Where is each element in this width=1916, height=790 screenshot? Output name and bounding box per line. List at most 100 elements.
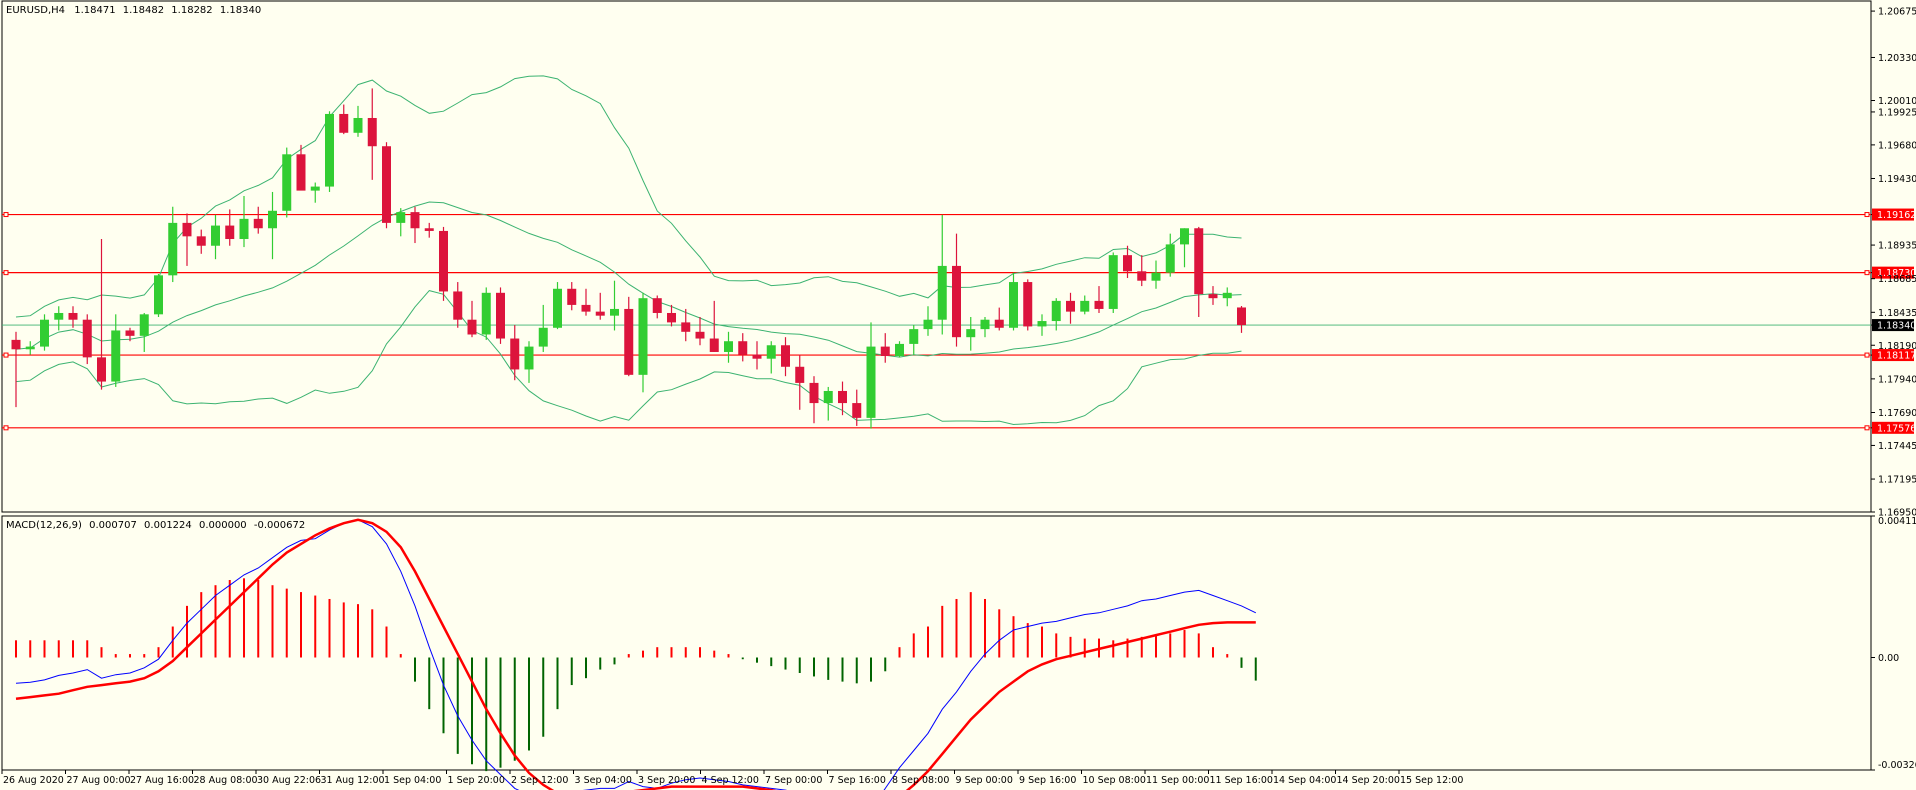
candle-body-bear <box>709 338 719 352</box>
candle-body-bull <box>396 212 406 223</box>
macd-value-1: 0.000707 <box>89 520 137 531</box>
level-anchor-left <box>3 352 9 358</box>
ohlc-open: 1.18471 <box>74 5 115 16</box>
level-anchor-right <box>1864 425 1870 431</box>
ohlc-close: 1.18340 <box>220 5 261 16</box>
candle-body-bear <box>1194 228 1204 295</box>
candle-body-bear <box>952 265 961 338</box>
price-axis-label: 1.20010 <box>1878 96 1916 107</box>
ohlc-low: 1.18282 <box>171 5 212 16</box>
candle-body-bull <box>823 390 833 404</box>
price-axis-label: 1.19680 <box>1878 140 1916 151</box>
candle-body-bull <box>481 292 491 335</box>
candle-body-bull <box>909 329 919 344</box>
price-chart-area[interactable] <box>1 0 1872 513</box>
candle-body-bull <box>325 113 334 187</box>
price-axis-label: 1.20675 <box>1878 7 1916 18</box>
candle-body-bear <box>809 382 819 404</box>
candle-body-bear <box>196 236 206 246</box>
candle-body-bull <box>610 308 619 316</box>
candle-body-bull <box>1151 272 1161 281</box>
current-price-badge <box>1872 319 1914 332</box>
price-axis-label: 1.17445 <box>1878 441 1916 452</box>
candle-body-bear <box>752 354 762 359</box>
candle-body-bull <box>1051 300 1061 322</box>
macd-value-3: 0.000000 <box>199 520 247 531</box>
candle-body-bull <box>154 275 163 315</box>
candle-body-bear <box>681 322 691 332</box>
candle-body-bull <box>54 312 64 320</box>
candle-body-bull <box>1037 321 1047 327</box>
candle-body-bull <box>1180 228 1189 245</box>
candle-body-bear <box>738 341 748 355</box>
candle-body-bear <box>695 331 705 339</box>
candle-body-bear <box>595 311 605 316</box>
candles <box>11 88 1246 429</box>
candle-body-bear <box>667 312 676 323</box>
time-axis: 26 Aug 2020 27 Aug 00:00 27 Aug 16:00 28 Au… <box>1 770 1463 786</box>
candle-body-bull <box>268 210 277 229</box>
candle-body-bull <box>111 330 121 382</box>
price-axis-label: 1.18435 <box>1878 308 1916 319</box>
level-price-label: 1.19162 <box>1877 210 1916 221</box>
candle-body-bull <box>1108 255 1118 309</box>
time-axis-label: 14 Sep 04:00 <box>1273 775 1336 786</box>
level-anchor-left <box>3 212 9 218</box>
candle-body-bear <box>439 230 448 292</box>
candle-body-bear <box>453 291 463 320</box>
candle-body-bull <box>139 314 149 336</box>
time-axis-label: 2 Sep 12:00 <box>511 775 568 786</box>
candle-body-bear <box>97 357 106 382</box>
time-axis-label: 11 Sep 00:00 <box>1146 775 1209 786</box>
candle-body-bull <box>895 343 904 357</box>
price-axis-label: 1.18190 <box>1878 341 1916 352</box>
level-price-badge <box>1872 208 1914 221</box>
time-axis-label: 8 Sep 08:00 <box>892 775 949 786</box>
level-price-badge <box>1872 266 1914 279</box>
price-axis-label: 1.18935 <box>1878 241 1916 252</box>
time-axis-label: 31 Aug 12:00 <box>321 775 385 786</box>
candle-body-bull <box>40 319 49 347</box>
candle-body-bear <box>1023 282 1033 327</box>
candle-body-bull <box>966 329 976 338</box>
candle-body-bull <box>553 288 562 328</box>
candle-body-bear <box>1066 300 1075 312</box>
bollinger-middle-line <box>15 201 1242 358</box>
candle-body-bull <box>1165 244 1175 273</box>
symbol-label: EURUSD,H4 <box>6 5 65 16</box>
level-price-badge <box>1872 349 1914 362</box>
candle-body-bull <box>766 345 776 359</box>
candle-body-bear <box>1208 294 1218 299</box>
level-anchor-right <box>1864 270 1870 276</box>
horizontal-levels <box>2 212 1871 431</box>
candle-body-bear <box>11 339 21 350</box>
price-axis-label: 1.17940 <box>1878 374 1916 385</box>
candle-body-bull <box>168 222 178 276</box>
macd-axis-label: 0.00411 <box>1878 516 1916 527</box>
time-axis-label: 3 Sep 04:00 <box>575 775 632 786</box>
candle-body-bull <box>310 186 320 191</box>
macd-axis-label: -0.003267 <box>1878 760 1916 771</box>
level-anchor-right <box>1864 212 1870 218</box>
macd-value-2: 0.001224 <box>144 520 192 531</box>
bollinger-lower-line <box>15 290 1242 426</box>
macd-chart-area[interactable] <box>1 515 1872 790</box>
candle-body-bear <box>1237 307 1246 326</box>
level-anchor-right <box>1864 352 1870 358</box>
candle-body-bull <box>211 225 220 246</box>
time-axis-label: 26 Aug 2020 <box>3 775 64 786</box>
candle-body-bear <box>82 319 92 358</box>
time-axis-label: 28 Aug 08:00 <box>194 775 258 786</box>
candle-body-bear <box>339 113 349 133</box>
candle-body-bear <box>410 212 420 229</box>
candle-body-bear <box>367 117 377 147</box>
candle-body-bull <box>282 154 292 211</box>
candle-body-bear <box>467 319 477 335</box>
price-axis-label: 1.19925 <box>1878 107 1916 118</box>
time-axis-label: 30 Aug 22:06 <box>257 775 321 786</box>
bollinger-bands <box>15 75 1242 426</box>
bollinger-upper-line <box>15 75 1242 318</box>
macd-signal-line <box>15 518 1256 790</box>
